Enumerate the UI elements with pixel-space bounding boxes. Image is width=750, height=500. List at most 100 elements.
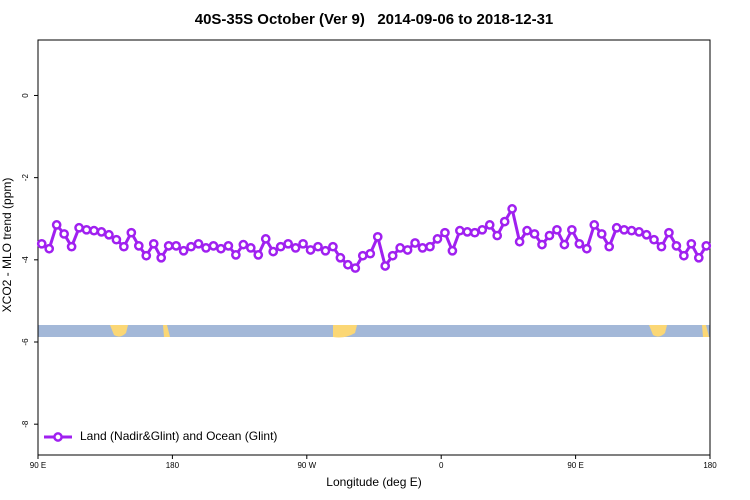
point <box>223 241 234 251</box>
point <box>216 243 226 254</box>
point <box>671 241 682 251</box>
point <box>664 227 674 238</box>
y-tick-label: -2 <box>21 174 30 182</box>
point <box>51 220 62 230</box>
point <box>253 250 264 260</box>
point <box>559 239 570 250</box>
point <box>649 234 659 245</box>
point <box>283 238 293 249</box>
point <box>208 241 219 251</box>
point <box>290 243 301 253</box>
point <box>596 229 607 239</box>
point <box>507 204 517 214</box>
point <box>455 225 465 236</box>
point <box>343 259 353 270</box>
point <box>141 250 152 261</box>
point <box>104 229 114 240</box>
point <box>432 234 443 244</box>
point <box>320 245 331 256</box>
point <box>469 227 480 238</box>
point <box>89 225 99 236</box>
point <box>387 250 398 261</box>
point <box>119 241 129 252</box>
x-tick-label: 180 <box>166 461 180 470</box>
point <box>186 241 196 252</box>
point <box>686 238 697 249</box>
point <box>693 252 704 263</box>
point <box>679 250 689 261</box>
point <box>589 220 600 230</box>
point <box>178 245 189 256</box>
legend-label: Land (Nadir&Glint) and Ocean (Glint) <box>80 429 277 443</box>
point <box>59 229 69 239</box>
x-tick-label: 90 E <box>30 461 46 470</box>
y-tick-label: -8 <box>21 420 30 428</box>
point <box>335 252 346 263</box>
surface-band <box>38 325 710 338</box>
point <box>372 231 383 242</box>
point <box>440 227 450 238</box>
point <box>245 243 256 253</box>
point <box>552 224 562 235</box>
point <box>96 227 107 237</box>
point <box>36 238 47 249</box>
point <box>522 225 532 236</box>
point <box>425 241 435 252</box>
point <box>171 241 181 251</box>
point <box>544 230 555 241</box>
point <box>514 236 525 247</box>
point <box>313 241 323 252</box>
x-axis-label: Longitude (deg E) <box>326 475 421 489</box>
point <box>163 241 174 251</box>
point <box>305 245 316 255</box>
point <box>417 243 428 253</box>
point <box>238 239 249 250</box>
point <box>641 229 652 240</box>
point <box>477 224 488 235</box>
x-tick-label: 90 W <box>297 461 316 470</box>
point <box>619 224 629 235</box>
point <box>634 227 644 237</box>
point <box>395 243 405 253</box>
point <box>656 241 667 252</box>
point <box>574 238 585 249</box>
point <box>537 239 547 250</box>
point <box>626 225 637 236</box>
x-tick-label: 180 <box>703 461 717 470</box>
point <box>74 222 84 233</box>
point <box>529 229 540 239</box>
point <box>499 216 510 227</box>
point <box>462 227 473 237</box>
y-tick-label: -6 <box>21 338 30 346</box>
point <box>260 234 271 244</box>
point <box>357 250 368 261</box>
point <box>193 238 204 249</box>
point <box>275 241 286 252</box>
point <box>484 220 495 230</box>
point <box>365 248 376 259</box>
point <box>567 224 577 235</box>
point <box>581 243 592 254</box>
point <box>111 234 122 245</box>
chart-title: 40S-35S October (Ver 9) 2014-09-06 to 20… <box>195 11 554 28</box>
x-tick-label: 0 <box>439 461 444 470</box>
point <box>66 241 77 252</box>
point <box>156 252 167 263</box>
y-tick-label: -4 <box>21 256 30 264</box>
point <box>380 261 391 271</box>
point <box>81 224 92 235</box>
point <box>350 263 361 273</box>
point <box>126 227 137 238</box>
point <box>298 238 308 249</box>
point <box>447 245 458 256</box>
point <box>133 241 144 251</box>
legend-marker <box>53 432 63 442</box>
point <box>402 245 413 255</box>
point <box>492 230 503 241</box>
point <box>701 241 712 251</box>
point <box>148 238 159 249</box>
point <box>328 241 338 252</box>
point <box>604 241 615 252</box>
point <box>268 246 279 257</box>
